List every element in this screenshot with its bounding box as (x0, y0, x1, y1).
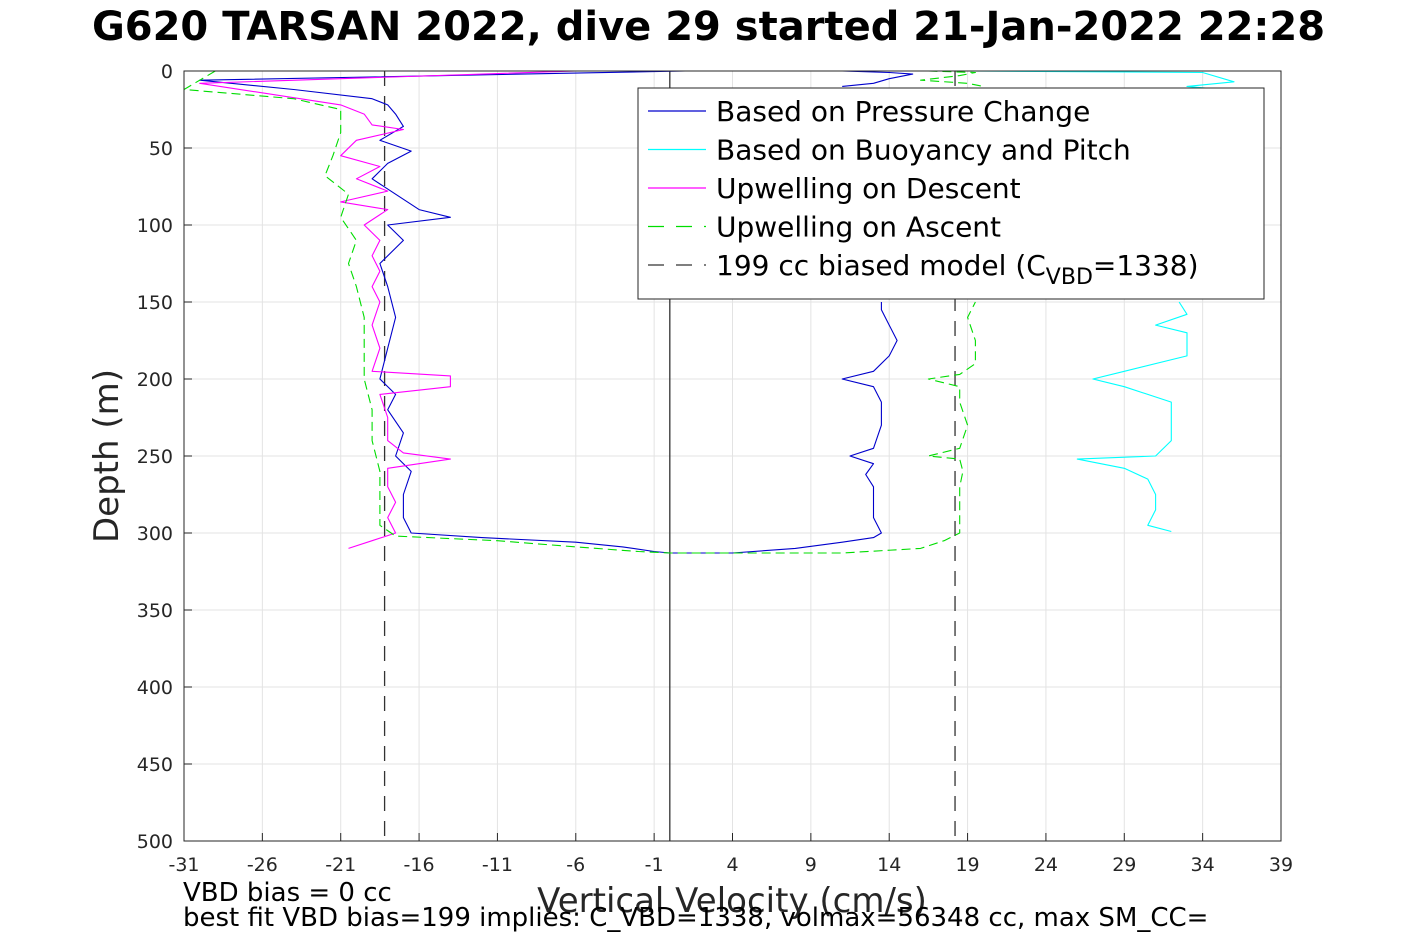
y-tick-label: 150 (137, 292, 173, 314)
series-line (1076, 301, 1188, 533)
y-tick-label: 50 (149, 138, 173, 160)
x-tick-label: 19 (955, 854, 979, 876)
x-tick-labels: -31 -26 -21 -16 -11 -6 -1 4 9 14 19 24 29 34 39 (168, 833, 1293, 876)
x-tick-label: -1 (645, 854, 664, 876)
vbd-bias-note: VBD bias = 0 cc (183, 878, 392, 908)
y-tick-label: 500 (137, 831, 173, 853)
y-tick-labels: 0 50 100 150 200 250 300 350 400 450 500 (137, 61, 192, 853)
legend: Based on Pressure Change Based on Buoyanc… (637, 87, 1265, 300)
legend-entry-label: Upwelling on Descent (716, 172, 1021, 205)
y-tick-label: 300 (137, 523, 173, 545)
x-tick-label: 24 (1034, 854, 1058, 876)
legend-entry-label: Upwelling on Ascent (716, 211, 1001, 244)
legend-entry-label: Based on Pressure Change (716, 95, 1090, 128)
x-tick-label: 39 (1269, 854, 1293, 876)
x-tick-label: 34 (1191, 854, 1215, 876)
x-tick-label: -26 (247, 854, 278, 876)
x-tick-label: 29 (1112, 854, 1136, 876)
series-line (842, 71, 914, 87)
x-tick-label: -11 (482, 854, 513, 876)
y-tick-label: 350 (137, 600, 173, 622)
x-tick-label: 9 (805, 854, 817, 876)
x-tick-label: 4 (726, 854, 738, 876)
series-line (199, 71, 576, 549)
y-tick-label: 400 (137, 677, 173, 699)
y-tick-label: 450 (137, 754, 173, 776)
y-tick-label: 100 (137, 215, 173, 237)
x-tick-label: -31 (168, 854, 199, 876)
legend-box (637, 87, 1265, 300)
series-line (184, 71, 976, 554)
legend-entry-label: Based on Buoyancy and Pitch (716, 134, 1131, 167)
x-tick-label: -6 (566, 854, 585, 876)
best-fit-note: best fit VBD bias=199 implies: C_VBD=133… (183, 903, 1209, 933)
series-line (199, 71, 898, 554)
series-line (920, 71, 984, 87)
y-axis-label: Depth (m) (87, 369, 127, 543)
y-tick-label: 200 (137, 369, 173, 391)
x-tick-label: -21 (325, 854, 356, 876)
x-tick-label: -16 (404, 854, 435, 876)
chart-title: G620 TARSAN 2022, dive 29 started 21-Jan… (91, 4, 1326, 50)
x-tick-label: 14 (877, 854, 901, 876)
y-tick-label: 250 (137, 446, 173, 468)
x-axis-label: Vertical Velocity (cm/s) (537, 881, 927, 921)
y-tick-label: 0 (161, 61, 173, 83)
